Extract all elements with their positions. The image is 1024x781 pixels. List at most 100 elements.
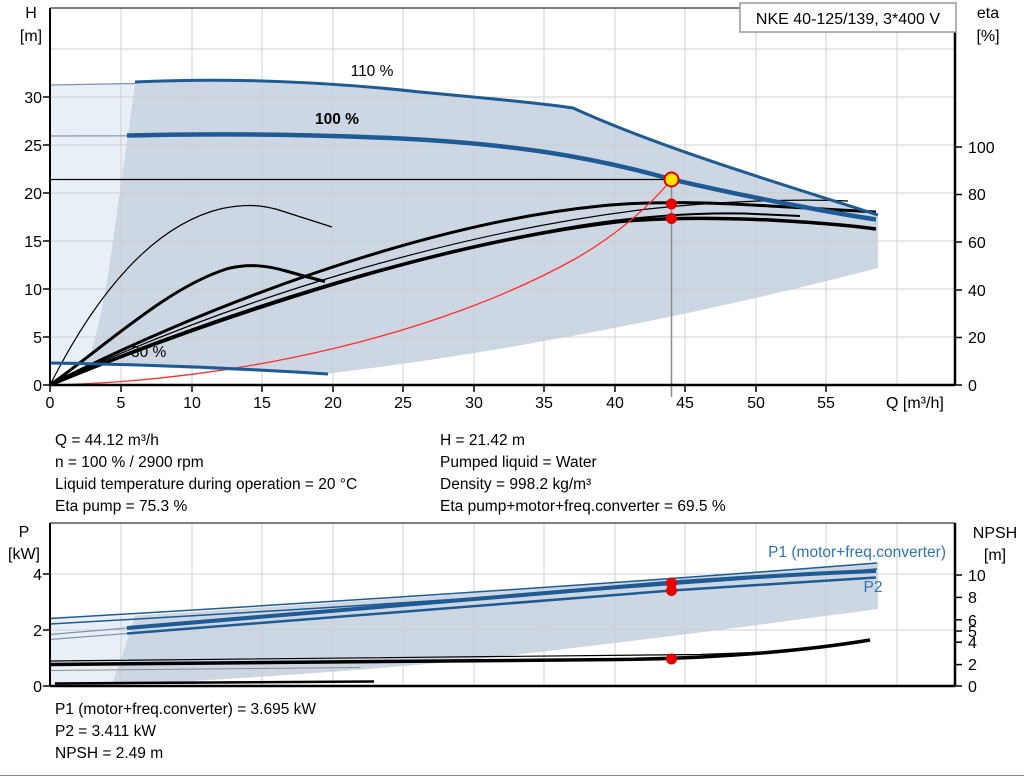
eta-tick-0: 0 [968,378,977,395]
speed-curves [49,78,879,376]
npsh-gray-curve [49,667,361,671]
info-npsh: NPSH = 2.49 m [55,745,163,762]
npsh-tick-5: 5 [968,624,977,641]
p1-110-curve [49,562,878,620]
pq-y-right-tick-labels: 10 8 6 5 4 2 0 [968,568,986,696]
npsh-tick-4: 4 [968,635,977,652]
q-tick-0: 0 [46,395,55,412]
curve-30pct [49,361,329,376]
eta-tick-60: 60 [968,235,986,252]
eta-curve-low-speed-thin [49,204,333,386]
curve-100pct [126,132,877,222]
p2-100-left-stub [49,632,128,641]
qh-chart: 30 25 20 15 10 5 0 100 80 60 40 20 0 0 5… [20,2,1000,412]
p1-100-left-stub [49,627,128,636]
eta-tick-40: 40 [968,283,986,300]
h-axis-title: H [25,5,37,22]
info-p2: P2 = 3.411 kW [55,723,156,740]
pump-title: NKE 40-125/139, 3*400 V [756,11,940,28]
npsh-tick-0: 0 [968,679,977,696]
h-tick-15: 15 [24,234,42,251]
system-curve [49,179,672,386]
p1-100-curve [126,569,877,630]
q-tick-40: 40 [606,395,624,412]
eta-tick-80: 80 [968,187,986,204]
pq-axis-ticks [43,573,962,687]
npsh-tick-6: 6 [968,613,977,630]
pq-y-left-tick-labels: 4 2 0 [33,567,42,696]
p-tick-4: 4 [33,567,42,584]
npsh-axis-title: NPSH [973,525,1017,542]
curve-110pct [134,78,879,217]
label-30pct: 30 % [131,344,167,361]
duty-p2-dot [666,585,677,596]
info-n: n = 100 % / 2900 rpm [55,454,204,471]
npsh-tick-10: 10 [968,568,986,585]
q-tick-25: 25 [394,395,412,412]
duty-point-eta-pump-dot [666,198,677,210]
qh-gridlines [50,8,955,385]
q-tick-30: 30 [465,395,483,412]
info-q: Q = 44.12 m³/h [55,432,159,449]
power-info-block: P1 (motor+freq.converter) = 3.695 kW P2 … [55,701,316,762]
qh-axis-ticks [43,96,962,392]
label-110pct: 110 % [351,63,394,80]
h-tick-25: 25 [24,138,42,155]
eta-curve-low-speed-thick [49,264,326,387]
qh-axes [49,7,957,387]
p2-100-curve [126,576,877,635]
info-density: Density = 998.2 kg/m³ [440,476,591,493]
h-axis-unit: [m] [20,28,42,45]
eta-axis-title: eta [977,5,999,22]
eta-tick-100: 100 [968,140,995,157]
q-tick-5: 5 [117,395,126,412]
p-tick-2: 2 [33,623,42,640]
npsh-tick-8: 8 [968,590,977,607]
h-tick-30: 30 [24,90,42,107]
p-axis-unit: [kW] [8,546,40,563]
pump-title-box [739,2,957,33]
duty-info-block: Q = 44.12 m³/h n = 100 % / 2900 rpm Liqu… [55,432,726,515]
qh-x-tick-labels: 0 5 10 15 20 25 30 35 40 45 50 55 Q [m³/… [46,395,944,412]
q-tick-50: 50 [747,395,765,412]
npsh-main-curve [49,638,871,667]
eta-total-curve [49,216,877,387]
label-100pct: 100 % [315,111,359,128]
info-eta-total: Eta pump+motor+freq.converter = 69.5 % [440,498,726,515]
qh-envelope-fill [50,80,878,374]
p-axis-title: P [19,524,30,541]
label-p1: P1 (motor+freq.converter) [768,544,946,561]
label-p2: P2 [864,579,883,596]
q-tick-15: 15 [253,395,271,412]
power-npsh-chart: 4 2 0 10 8 6 5 4 2 0 P [kW] NPSH [m] P1 … [8,522,1017,696]
info-h: H = 21.42 m [440,432,525,449]
duty-npsh-dot [666,653,677,665]
q-axis-unit: Q [m³/h] [886,395,944,412]
q-tick-10: 10 [183,395,201,412]
h-tick-0: 0 [33,378,42,395]
qh-envelope-lowflow-fill [50,83,135,362]
h-tick-5: 5 [33,330,42,347]
power-curves [49,562,878,641]
h-tick-20: 20 [24,186,42,203]
qh-y-right-tick-labels: 100 80 60 40 20 0 [968,140,995,395]
h-tick-10: 10 [24,282,42,299]
qh-y-left-tick-labels: 30 25 20 15 10 5 0 [24,90,42,395]
duty-point-eta-total-dot [666,213,677,224]
info-pumped-liquid: Pumped liquid = Water [440,454,597,471]
npsh-axis-unit: [m] [984,547,1006,564]
p-tick-0: 0 [33,679,42,696]
info-liquid-temp: Liquid temperature during operation = 20… [55,476,357,493]
npsh-lowspeed-curve [54,680,375,685]
pq-axes [49,522,957,688]
eta-axis-unit: [%] [976,28,999,45]
eta-tick-20: 20 [968,330,986,347]
npsh-tick-2: 2 [968,657,977,674]
q-tick-35: 35 [535,395,553,412]
q-tick-45: 45 [676,395,694,412]
info-p1: P1 (motor+freq.converter) = 3.695 kW [55,701,316,718]
duty-point-marker [663,171,680,188]
envelope-top-left-edge [49,82,136,86]
